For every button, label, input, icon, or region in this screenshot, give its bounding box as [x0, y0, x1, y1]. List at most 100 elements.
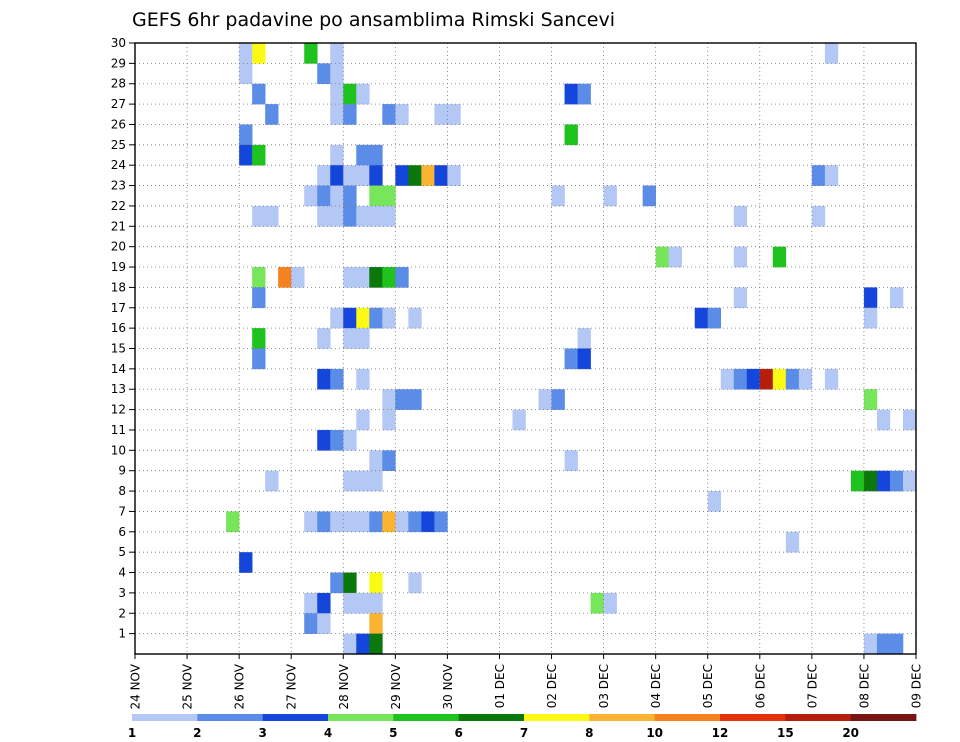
precip-cell [889, 633, 904, 655]
colorbar-swatch [720, 714, 786, 721]
x-tick-label: 07 DEC [805, 664, 819, 708]
precip-cell [863, 389, 878, 410]
colorbar: 1 2 3 4 5 6 7 8 10 12 15 20 [128, 714, 917, 740]
x-axis-ticks: 24 NOV 25 NOV 26 NOV 27 NOV 28 NOV 29 NOV 30 N… [129, 654, 924, 710]
precip-cell [356, 165, 370, 186]
precip-cell [330, 104, 344, 125]
y-tick-label: 18 [111, 280, 126, 294]
precip-cell [382, 185, 396, 207]
precip-cell [369, 511, 383, 533]
precip-cell [317, 613, 331, 634]
precip-cell [824, 368, 839, 390]
colorbar-label: 3 [258, 726, 266, 740]
precip-cell [408, 307, 422, 329]
precip-cell [356, 368, 370, 390]
y-tick-label: 24 [111, 158, 126, 172]
precip-cell [356, 409, 370, 431]
precip-cell [551, 185, 565, 207]
precip-cell [239, 124, 253, 146]
colorbar-label: 8 [585, 726, 593, 740]
precip-cell [434, 104, 448, 125]
precip-cell [564, 348, 578, 370]
precip-cell [356, 511, 370, 533]
precip-cell [382, 450, 396, 471]
precip-cell [603, 592, 617, 614]
precip-cell [707, 491, 722, 512]
precip-cell [330, 205, 344, 227]
precip-cell [512, 409, 526, 431]
precip-cell [369, 165, 383, 186]
precip-cell [317, 429, 331, 451]
y-tick-label: 23 [111, 179, 126, 193]
colorbar-swatch [393, 714, 460, 721]
precip-cell [343, 83, 357, 105]
precip-cell [356, 307, 370, 329]
y-tick-label: 19 [111, 260, 126, 274]
precip-cell [382, 104, 396, 125]
y-tick-label: 29 [111, 56, 126, 70]
precip-cell [733, 368, 748, 390]
y-tick-label: 13 [111, 382, 126, 396]
precip-cell [811, 165, 826, 186]
precip-cell [551, 389, 565, 410]
precip-cell [408, 389, 422, 410]
precip-cell [330, 429, 344, 451]
x-tick-label: 09 DEC [910, 664, 924, 708]
precip-cell [343, 511, 357, 533]
precip-cell [304, 43, 318, 64]
x-tick-label: 25 NOV [181, 663, 195, 709]
precip-cell [343, 572, 357, 594]
y-tick-label: 11 [111, 423, 126, 437]
precip-cell [733, 246, 748, 268]
precip-cell [876, 409, 891, 431]
precip-cell [265, 205, 279, 227]
precip-cell [343, 633, 357, 655]
precip-cell [330, 83, 344, 105]
x-tick-label: 29 NOV [389, 663, 403, 709]
x-tick-label: 03 DEC [597, 664, 611, 708]
precip-cell [382, 389, 396, 410]
y-axis-ticks: 1234567891011121314151617181920212223242… [111, 36, 135, 641]
precip-cell [317, 328, 331, 349]
precip-cell [369, 185, 383, 207]
precip-cell [265, 104, 279, 125]
precip-cell [434, 511, 448, 533]
precip-cell [382, 307, 396, 329]
precip-cell [239, 144, 253, 166]
precip-cell [772, 368, 787, 390]
precip-cell [382, 511, 396, 533]
precip-cell [304, 511, 318, 533]
x-tick-label: 30 NOV [441, 663, 455, 709]
precip-cell [226, 511, 240, 533]
precip-cell [369, 267, 383, 288]
x-tick-label: 01 DEC [493, 664, 507, 708]
precip-cell [239, 43, 253, 64]
y-tick-label: 7 [118, 504, 126, 518]
precip-cell [343, 328, 357, 349]
precip-cell [252, 144, 266, 166]
precip-cell [395, 389, 409, 410]
precip-cell [330, 165, 344, 186]
colorbar-label: 1 [128, 726, 136, 740]
precip-cell [902, 409, 917, 431]
colorbar-swatch [524, 714, 590, 721]
colorbar-label: 2 [193, 726, 201, 740]
colorbar-swatch [654, 714, 721, 721]
y-tick-label: 5 [118, 545, 126, 559]
colorbar-label: 6 [454, 726, 462, 740]
precip-cell [317, 185, 331, 207]
colorbar-label: 10 [646, 726, 663, 740]
precip-cell [798, 368, 813, 390]
y-tick-label: 21 [111, 219, 126, 233]
precip-cell [863, 470, 878, 492]
colorbar-swatch [197, 714, 264, 721]
x-tick-label: 24 NOV [129, 663, 143, 709]
precip-cell [785, 368, 800, 390]
precip-cell [356, 470, 370, 492]
precip-cell [330, 43, 344, 64]
precip-cell [395, 511, 409, 533]
precip-cell [447, 165, 461, 186]
precip-cell [343, 205, 357, 227]
precip-cell [343, 165, 357, 186]
precip-cell [408, 511, 422, 533]
